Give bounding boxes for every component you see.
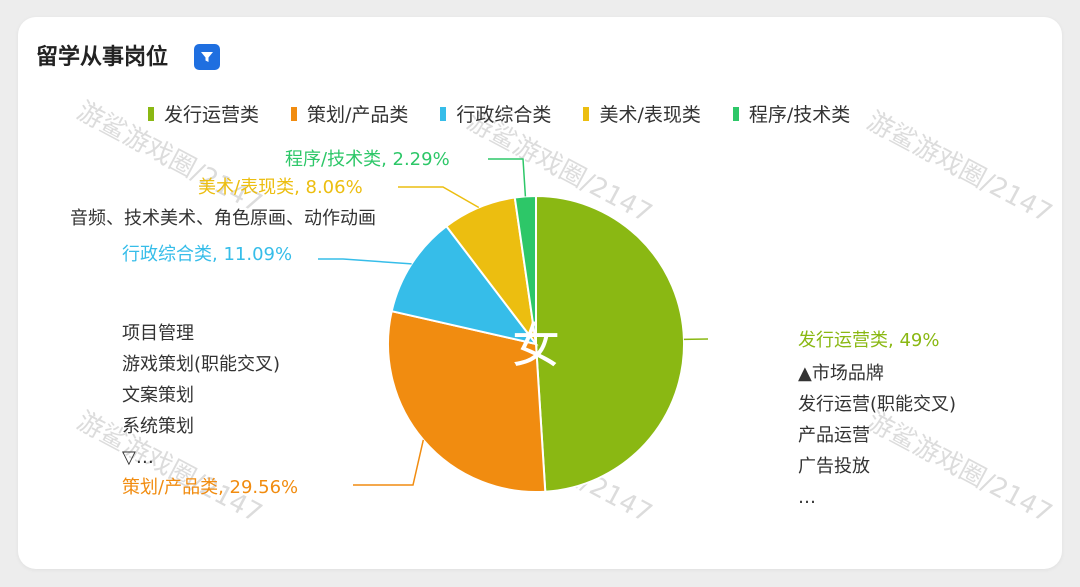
filter-icon — [201, 52, 213, 62]
annotation-1-4: ▽… — [122, 447, 154, 468]
legend-swatch — [440, 106, 447, 121]
annotation-0-1: 发行运营(职能交叉) — [798, 394, 956, 415]
legend-swatch — [732, 106, 739, 121]
legend-swatch — [583, 106, 590, 121]
legend-item-2[interactable]: 行政综合类 — [440, 100, 551, 127]
annotation-0-3: 广告投放 — [798, 456, 870, 477]
data-label-0: 发行运营类, 49% — [798, 330, 939, 351]
legend-item-3[interactable]: 美术/表现类 — [583, 100, 701, 127]
legend-label: 策划/产品类 — [307, 104, 409, 126]
legend-label: 美术/表现类 — [599, 104, 701, 126]
annotation-1-2: 文案策划 — [122, 385, 194, 406]
legend-label: 程序/技术类 — [748, 104, 851, 126]
chart-legend: 发行运营类 策划/产品类 行政综合类 美术/表现类 程序/技术类 — [148, 100, 882, 127]
data-label-2: 行政综合类, 11.09% — [122, 244, 292, 265]
annotation-0-0: ▲市场品牌 — [798, 363, 884, 384]
legend-label: 行政综合类 — [456, 104, 552, 126]
annotation-1-0: 项目管理 — [122, 323, 194, 344]
legend-item-0[interactable]: 发行运营类 — [148, 100, 259, 127]
data-label-1: 策划/产品类, 29.56% — [122, 477, 298, 498]
data-label-3: 美术/表现类, 8.06% — [198, 177, 363, 198]
legend-swatch — [291, 106, 298, 121]
chart-title: 留学从事岗位 — [36, 45, 169, 70]
annotation-0-2: 产品运营 — [798, 425, 870, 446]
annotation-1-1: 游戏策划(职能交叉) — [122, 354, 280, 375]
legend-item-4[interactable]: 程序/技术类 — [732, 100, 851, 127]
leader-line-4 — [488, 158, 527, 197]
filter-button[interactable] — [194, 44, 220, 70]
pie-slice-0[interactable] — [535, 194, 686, 493]
legend-swatch — [148, 106, 154, 121]
legend-item-1[interactable]: 策划/产品类 — [291, 100, 408, 127]
center-glyph: 女 — [512, 318, 560, 374]
chart-card: 留学从事岗位 游鲨游戏圈/2147 游鲨游戏圈/2147 游鲨游戏圈/2147 … — [18, 17, 1062, 569]
annotation-0-4: … — [798, 487, 816, 508]
leader-line-2 — [318, 258, 412, 265]
legend-label: 发行运营类 — [164, 104, 260, 126]
leader-line-3 — [398, 186, 480, 209]
leader-line-1 — [353, 439, 425, 486]
pie-slice-2[interactable] — [390, 224, 539, 346]
annotation-3-0: 音频、技术美术、角色原画、动作动画 — [70, 208, 376, 229]
annotation-1-3: 系统策划 — [122, 416, 194, 437]
data-label-4: 程序/技术类, 2.29% — [285, 149, 450, 170]
